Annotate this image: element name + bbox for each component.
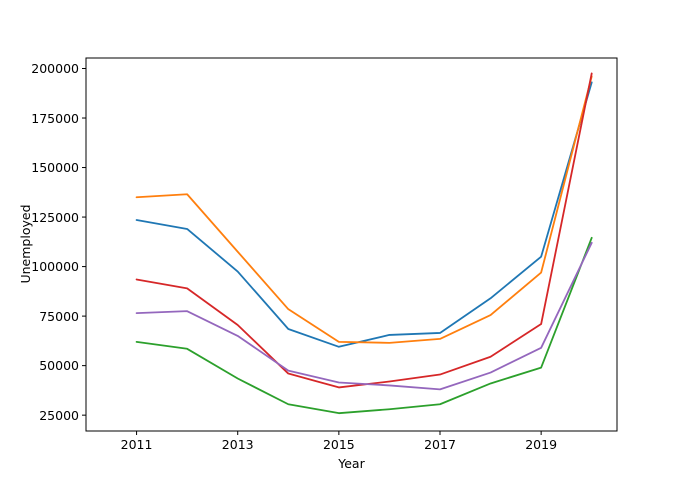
y-tick-label: 25000 (39, 407, 79, 423)
x-tick-label: 2013 (221, 437, 254, 452)
axes-spines (85, 57, 618, 432)
series-blue-line (135, 81, 593, 348)
x-tick-label: 2019 (525, 437, 558, 452)
y-tick-label: 150000 (31, 160, 79, 176)
y-tick-label: 100000 (31, 259, 79, 275)
x-axis-label: Year (338, 456, 365, 471)
series-green-line (135, 236, 593, 415)
y-tick-label: 125000 (31, 209, 79, 225)
x-tick-label: 2011 (120, 437, 153, 452)
y-tick-label: 200000 (31, 60, 79, 76)
y-tick-label: 50000 (39, 358, 79, 374)
y-tick-label: 175000 (31, 110, 79, 126)
x-tick-label: 2015 (322, 437, 355, 452)
y-tick-label: 75000 (39, 308, 79, 324)
y-axis-label: Unemployed (18, 204, 33, 284)
series-orange-line (135, 75, 593, 344)
series-purple-line (135, 241, 593, 391)
x-tick-label: 2017 (424, 437, 456, 452)
